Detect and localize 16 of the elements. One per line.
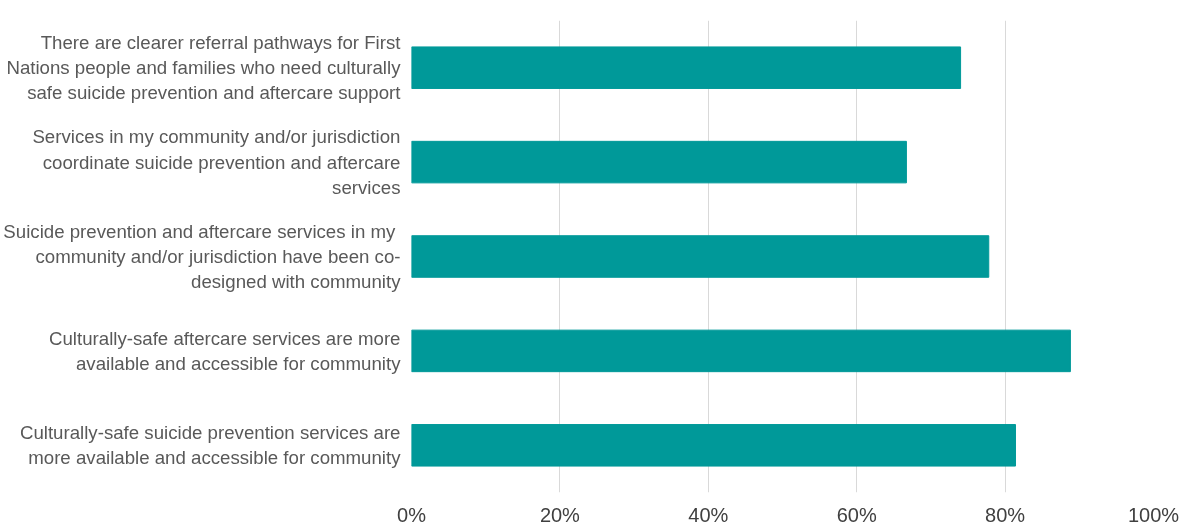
x-tick-label: 60%	[836, 503, 877, 526]
y-tick-label: Culturally-safe suicide prevention services are more available and accessible for community	[19, 422, 402, 469]
x-tick-label: 40%	[688, 503, 729, 526]
x-tick-label: 80%	[985, 503, 1026, 526]
y-tick-label: Services in my community and/or jurisdiction coordinate suicide prevention and aftercare services	[32, 126, 401, 198]
bar	[411, 140, 907, 184]
x-tick-label: 20%	[539, 503, 581, 526]
y-tick-label: Culturally-safe aftercare services are more available and accessible for community	[49, 327, 402, 374]
y-tick-label: Suicide prevention and aftercare services in my community and/or jurisdiction have been co-designed with community	[3, 220, 402, 293]
x-tick-label: 0%	[397, 503, 427, 526]
bar	[411, 329, 1071, 373]
y-tick-label: There are clearer referral pathways for First Nations people and families who need culturally safe suicide prevention and aftercare support	[6, 32, 402, 104]
bar	[411, 235, 990, 278]
bar	[411, 46, 962, 89]
bar	[411, 424, 1016, 467]
x-tick-label: 100%	[1127, 503, 1180, 526]
